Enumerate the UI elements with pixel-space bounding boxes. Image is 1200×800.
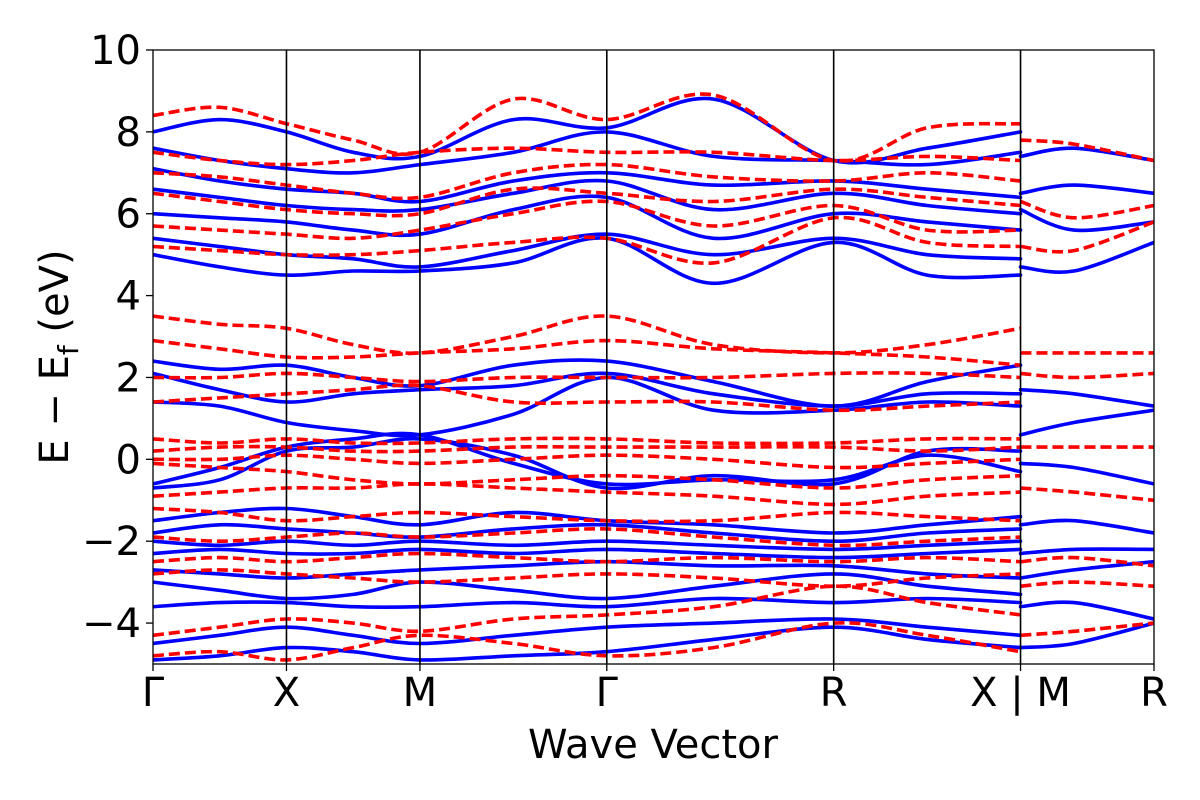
- band-solid-12: [153, 371, 1023, 408]
- y-axis-label: E − Ef (eV): [32, 249, 85, 464]
- band-dashed-12: [153, 371, 1021, 384]
- band-solid-15: [153, 232, 1023, 269]
- band-solid-16: [153, 194, 1023, 241]
- x-axis-label: Wave Vector: [528, 722, 779, 768]
- y-tick-label-4: 4: [116, 274, 141, 320]
- band-dashed-29: [1019, 199, 1154, 220]
- band-dashed-6: [153, 482, 1021, 507]
- band-dashed-17: [153, 186, 1021, 218]
- band-solid-14: [153, 236, 1023, 286]
- x-tick-label-2: M: [403, 670, 438, 716]
- band-solid-11: [153, 375, 1023, 438]
- band-solid-25: [1018, 518, 1154, 535]
- series-dashed: [153, 92, 1154, 662]
- bands-layer: [153, 92, 1154, 662]
- band-dashed-2: [153, 568, 1021, 588]
- band-dashed-26: [1020, 371, 1154, 380]
- high-symmetry-lines: [285, 50, 1022, 664]
- x-tick-label-1: X: [273, 670, 300, 716]
- y-tick-label-1: −2: [82, 519, 141, 565]
- band-solid-29: [1018, 240, 1154, 274]
- band-dashed-24: [1020, 486, 1154, 503]
- band-solid-5: [153, 547, 1023, 560]
- x-tick-label-4: R: [820, 670, 848, 716]
- band-dashed-16: [153, 199, 1021, 241]
- band-solid-7: [153, 522, 1023, 543]
- band-dashed-3: [153, 551, 1021, 564]
- band-solid-28: [1018, 387, 1154, 408]
- y-tick-label-0: −4: [82, 601, 141, 647]
- y-tick-label-6: 8: [116, 110, 141, 156]
- band-dashed-28: [1020, 220, 1154, 254]
- band-dashed-22: [1020, 580, 1154, 588]
- y-axis: −4 −2 0 2 4 6 8 10: [82, 28, 153, 647]
- band-solid-6: [153, 539, 1023, 552]
- band-dashed-15: [153, 215, 1021, 265]
- band-solid-1: [153, 617, 1023, 646]
- y-axis-label-unit: (eV): [32, 249, 78, 345]
- y-tick-label-2: 0: [116, 437, 141, 483]
- band-dashed-20: [153, 92, 1021, 163]
- x-tick-label-6: R: [1140, 670, 1168, 716]
- band-dashed-30: [1020, 138, 1154, 163]
- band-solid-21: [1018, 621, 1154, 650]
- band-solid-4: [153, 559, 1023, 580]
- band-solid-26: [1018, 461, 1154, 486]
- y-axis-label-subscript: f: [52, 344, 85, 355]
- band-dashed-0: [153, 621, 1021, 662]
- band-dashed-9: [153, 444, 1021, 454]
- band-dashed-21: [1020, 621, 1154, 638]
- band-solid-18: [153, 166, 1023, 204]
- band-dashed-23: [1020, 555, 1154, 568]
- x-tick-label-5: X | M: [970, 670, 1071, 716]
- band-solid-20: [153, 96, 1023, 165]
- band-solid-30: [1018, 207, 1154, 233]
- plot-frame: [152, 49, 1155, 665]
- x-tick-label-3: Γ: [596, 670, 619, 716]
- band-dashed-1: [153, 584, 1021, 638]
- band-solid-31: [1018, 183, 1154, 196]
- y-tick-label-7: 10: [90, 28, 141, 74]
- band-solid-8: [153, 506, 1023, 535]
- band-dashed-14: [153, 314, 1021, 355]
- x-tick-label-0: Γ: [142, 670, 165, 716]
- band-solid-2: [153, 596, 1023, 610]
- series-solid: [153, 96, 1154, 662]
- band-solid-9: [153, 436, 1023, 491]
- band-dashed-8: [153, 453, 1021, 470]
- band-solid-27: [1018, 408, 1154, 437]
- y-tick-label-3: 2: [116, 355, 141, 401]
- x-axis: Γ X M Γ R X | M R: [142, 664, 1168, 716]
- band-dashed-10: [153, 436, 1021, 446]
- band-solid-3: [153, 572, 1023, 601]
- y-tick-label-5: 6: [116, 192, 141, 238]
- y-axis-label-main: E − E: [32, 355, 78, 465]
- band-solid-13: [153, 358, 1023, 408]
- band-solid-22: [1018, 600, 1154, 621]
- band-solid-10: [153, 431, 1023, 487]
- band-solid-24: [1018, 547, 1154, 556]
- band-solid-0: [153, 625, 1023, 662]
